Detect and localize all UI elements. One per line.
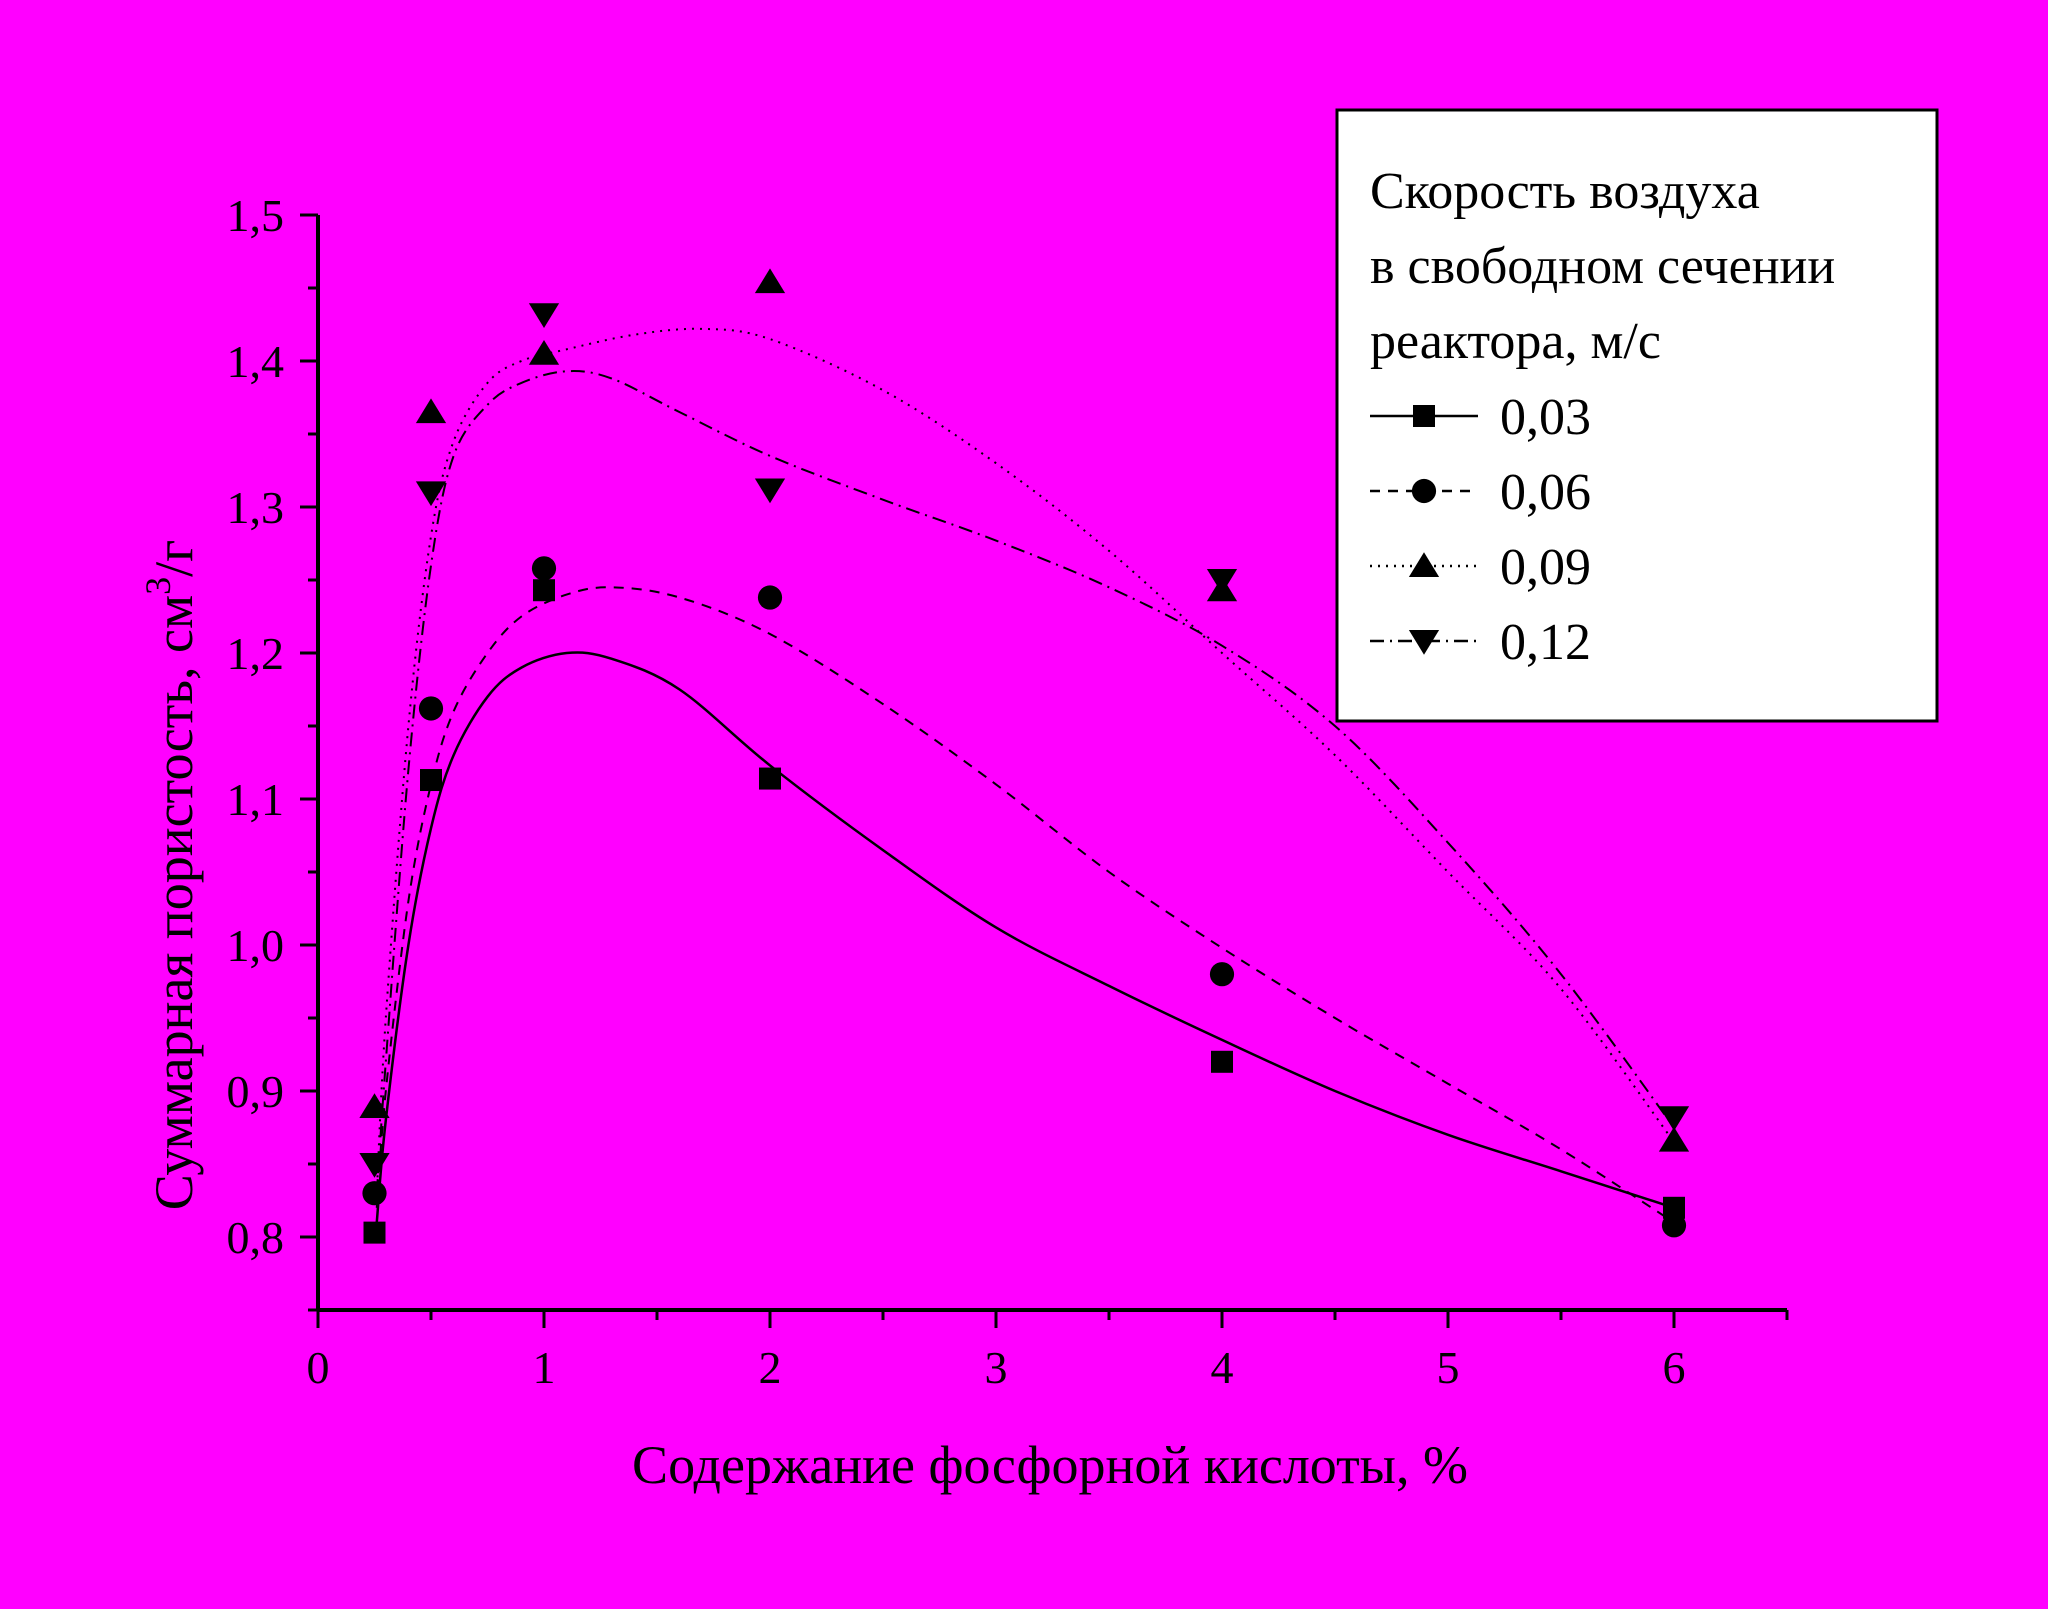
y-tick-label: 1,0: [227, 920, 285, 971]
legend-marker-square: [1413, 405, 1435, 427]
fit-curve-square: [375, 651, 1675, 1223]
data-point-triangle-up: [754, 268, 786, 294]
data-point-square: [1663, 1196, 1685, 1219]
data-point-square: [759, 767, 781, 790]
data-point-triangle-down: [1658, 1106, 1690, 1132]
y-axis-title-superscript: 3: [138, 577, 178, 595]
x-tick-label: 4: [1211, 1342, 1234, 1393]
y-axis-title: Суммарная пористость, см3/г: [138, 540, 204, 1211]
fit-curves: [375, 327, 1675, 1224]
y-axis-title-main: Суммарная пористость, см: [144, 595, 204, 1210]
data-point-triangle-down: [754, 478, 786, 504]
legend-label: 0,06: [1500, 464, 1591, 521]
y-tick-label: 1,2: [227, 628, 285, 679]
data-point-circle: [531, 556, 557, 581]
data-point-circle: [418, 696, 444, 721]
data-point-square: [420, 769, 442, 792]
data-point-circle: [362, 1181, 387, 1206]
legend-entries: 0,03 0,06 0,09 0,12: [1370, 389, 1591, 671]
legend: Скорость воздуха в свободном сечении реа…: [1335, 108, 1939, 723]
data-point-circle: [1661, 1213, 1687, 1238]
legend-label: 0,03: [1500, 389, 1591, 446]
legend-marker-triangle-down: [1408, 630, 1440, 655]
y-tick-label: 1,3: [227, 482, 285, 533]
data-point-square: [1211, 1050, 1233, 1073]
data-point-triangle-down: [1206, 569, 1238, 594]
x-tick-label: 0: [307, 1342, 330, 1393]
x-tick-label: 3: [985, 1342, 1008, 1393]
legend-label: 0,12: [1500, 614, 1591, 671]
axes: 0 1 2 3 4 5 6 0,8 0,9 1,0 1,1 1,2 1,3 1,4 1,5: [227, 190, 1789, 1393]
data-point-triangle-down: [528, 303, 560, 329]
data-point-circle: [757, 585, 783, 610]
data-point-square: [363, 1221, 386, 1244]
legend-title-line-1: Скорость воздуха: [1370, 163, 1760, 220]
y-tick-label: 0,9: [227, 1066, 285, 1117]
x-axis-title: Содержание фосфорной кислоты, %: [632, 1435, 1468, 1495]
data-point-triangle-up: [359, 1093, 390, 1119]
data-point-triangle-up: [528, 339, 560, 365]
fit-curve-triangle-down: [375, 370, 1675, 1194]
data-point-square: [533, 579, 555, 602]
data-point-triangle-up: [1658, 1126, 1690, 1152]
y-tick-label: 0,8: [227, 1212, 285, 1263]
y-tick-label: 1,4: [227, 336, 285, 387]
y-tick-label: 1,5: [227, 190, 285, 241]
legend-title-line-3: реактора, м/с: [1370, 313, 1661, 370]
y-axis-title-unit: /г: [144, 540, 204, 577]
x-tick-label: 5: [1437, 1342, 1460, 1393]
data-point-triangle-down: [415, 481, 447, 507]
data-point-triangle-up: [415, 398, 447, 424]
data-point-circle: [1209, 962, 1235, 987]
x-tick-label: 1: [533, 1342, 556, 1393]
data-point-triangle-down: [359, 1153, 390, 1178]
legend-marker-triangle-up: [1408, 552, 1440, 577]
x-tick-label: 6: [1663, 1342, 1686, 1393]
legend-marker-circle: [1411, 478, 1437, 504]
legend-title-line-2: в свободном сечении: [1370, 238, 1835, 295]
legend-label: 0,09: [1500, 539, 1591, 596]
x-tick-label: 2: [759, 1342, 782, 1393]
fit-curve-circle: [375, 586, 1675, 1224]
data-markers: [359, 268, 1690, 1244]
y-tick-label: 1,1: [227, 774, 285, 825]
